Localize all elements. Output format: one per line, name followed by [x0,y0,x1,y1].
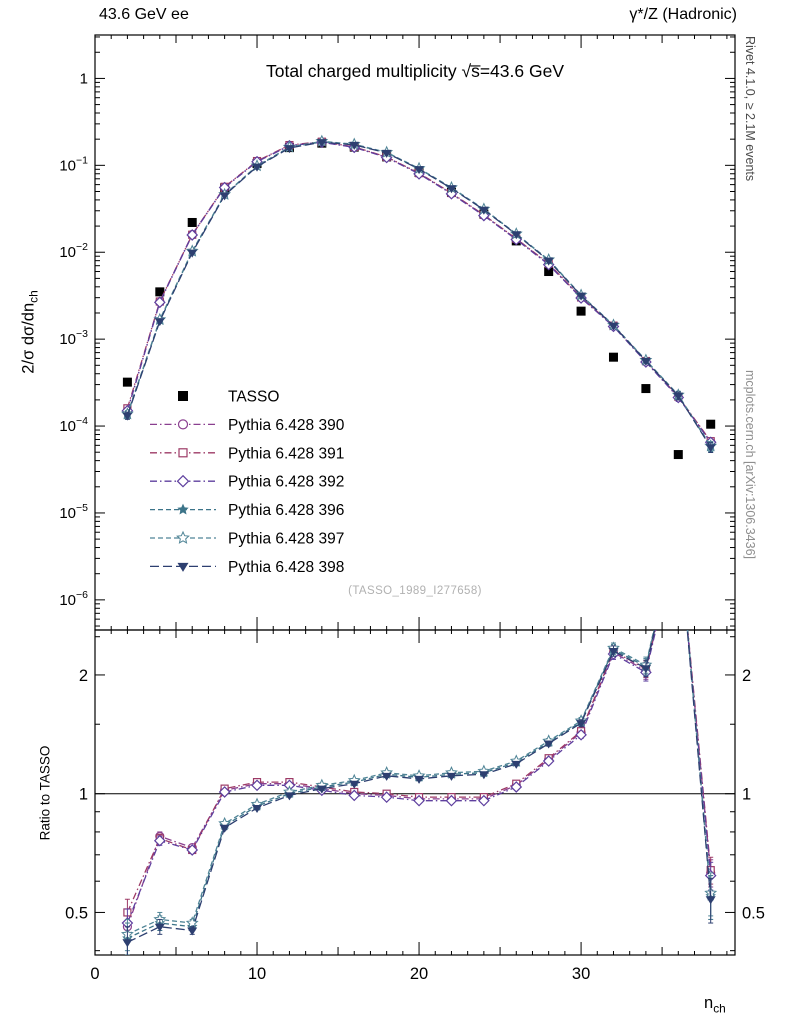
series-tasso [122,138,716,460]
svg-text:10−2: 10−2 [59,241,88,261]
header-beam-energy: 43.6 GeV ee [99,6,189,23]
svg-text:0.5: 0.5 [65,904,88,922]
x-axis-label-sub: ch [713,1001,726,1016]
series-pythia-6-428-392 [121,136,717,939]
legend-label: Pythia 6.428 396 [228,502,344,519]
plot-title: Total charged multiplicity √s̅=43.6 GeV [265,61,564,81]
legend-label: TASSO [228,389,279,406]
svg-text:10−6: 10−6 [59,589,88,609]
legend-label: Pythia 6.428 392 [228,474,344,491]
svg-text:1: 1 [80,70,88,87]
series-pythia-6-428-390 [122,137,716,943]
rivet-version-note: Rivet 4.1.0, ≥ 2.1M events [743,36,757,182]
axes: 0 10 20 30 1 10−1 10−2 10−3 10−4 10−5 10−6 0.5 0.5 1 1… [59,34,765,983]
svg-text:10: 10 [248,965,266,983]
y-axis-label-sub: ch [26,290,41,303]
analysis-watermark: (TASSO_1989_I277658) [348,585,482,597]
legend-label: Pythia 6.428 398 [228,559,344,576]
y-axis-label-main: 2/σ dσ/dn [19,302,38,374]
legend-label: Pythia 6.428 391 [228,445,344,462]
svg-text:1: 1 [742,786,751,804]
legend: TASSO Pythia 6.428 390 Pythia 6.428 391 Pyt… [150,389,345,576]
svg-text:20: 20 [410,965,428,983]
svg-text:2: 2 [79,667,88,685]
svg-text:10−5: 10−5 [59,502,88,522]
header-process: γ*/Z (Hadronic) [629,6,737,23]
mcplots-note: mcplots.cern.ch [arXiv:1306.3436] [743,370,757,559]
x-axis-label-main: n [704,994,714,1012]
series-pythia-6-428-397 [120,134,718,952]
y-axis-label-top: 2/σ dσ/dnch [19,290,40,373]
series-pythia-6-428-396 [122,136,716,955]
svg-text:0.5: 0.5 [742,904,765,922]
svg-text:10−4: 10−4 [59,415,88,435]
y-axis-label-ratio: Ratio to TASSO [37,745,53,841]
x-axis-label: nch [704,994,726,1015]
svg-text:30: 30 [572,965,590,983]
svg-text:0: 0 [90,965,99,983]
series-pythia-6-428-398 [122,139,716,955]
svg-text:10−1: 10−1 [59,154,88,174]
legend-label: Pythia 6.428 390 [228,417,345,434]
series-pythia-6-428-391 [123,137,715,928]
legend-label: Pythia 6.428 397 [228,531,344,548]
svg-text:2: 2 [742,667,751,685]
svg-text:1: 1 [79,786,88,804]
svg-text:10−3: 10−3 [59,328,88,348]
